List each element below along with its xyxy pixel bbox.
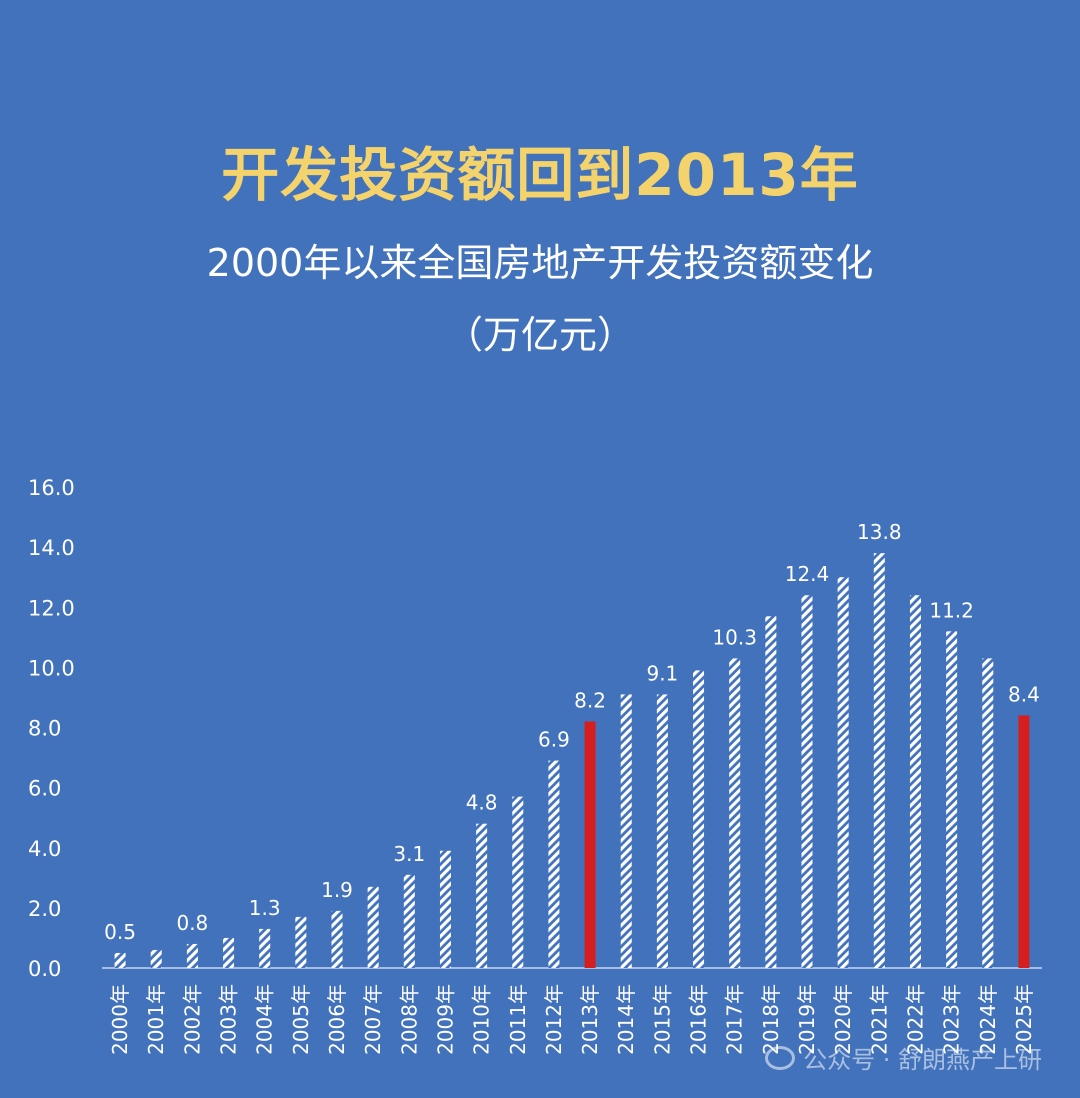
y-axis: 0.0 2.0 4.0 6.0 8.0 10.0 12.0 14.0 16.0 [28, 476, 1042, 981]
chart-unit: （万亿元） [444, 313, 635, 357]
y-tick-label: 4.0 [28, 837, 61, 861]
data-label: 4.8 [466, 791, 498, 815]
x-tick-label: 2007年 [361, 984, 385, 1055]
data-label: 13.8 [857, 520, 902, 544]
x-tick-label: 2020年 [831, 984, 855, 1055]
x-tick-label: 2012年 [542, 984, 566, 1055]
x-tick-label: 2019年 [795, 984, 819, 1055]
bar-2003年 [223, 937, 235, 968]
x-tick-label: 2008年 [397, 984, 421, 1055]
bar-2005年 [295, 916, 307, 968]
y-tick-label: 2.0 [28, 897, 61, 921]
bar-2004年 [259, 928, 271, 968]
x-tick-label: 2025年 [1012, 984, 1036, 1055]
data-label: 1.3 [249, 896, 281, 920]
data-label: 6.9 [538, 728, 570, 752]
data-label: 10.3 [712, 625, 757, 649]
x-tick-label: 2023年 [940, 984, 964, 1055]
x-tick-label: 2009年 [433, 984, 457, 1055]
watermark-text: 公众号 · 舒朗燕产上研 [803, 1046, 1042, 1074]
bar-2016年 [693, 670, 705, 968]
bar-2002年 [186, 943, 198, 968]
data-label: 8.4 [1008, 682, 1040, 706]
x-tick-label: 2024年 [976, 984, 1000, 1055]
x-tick-label: 2015年 [650, 984, 674, 1055]
x-tick-label: 2001年 [144, 984, 168, 1055]
bar-2015年 [656, 694, 668, 968]
data-label: 9.1 [646, 661, 678, 685]
bar-2006年 [331, 910, 343, 968]
bar-2018年 [765, 616, 777, 968]
data-label: 11.2 [929, 598, 974, 622]
y-tick-label: 12.0 [28, 596, 75, 620]
bar-2009年 [439, 850, 451, 968]
data-label: 0.8 [176, 911, 208, 935]
bar-2025年 [1018, 715, 1030, 968]
chart-subtitle: 2000年以来全国房地产开发投资额变化 [206, 241, 874, 285]
y-tick-label: 16.0 [28, 476, 75, 500]
bar-2001年 [150, 949, 162, 968]
data-label: 1.9 [321, 878, 353, 902]
bar-2022年 [909, 595, 921, 968]
bar-2024年 [982, 658, 994, 968]
y-tick-label: 8.0 [28, 717, 61, 741]
bars [114, 553, 1030, 968]
x-tick-label: 2003年 [217, 984, 241, 1055]
x-tick-label: 2014年 [614, 984, 638, 1055]
chart-title: 开发投资额回到2013年 [221, 141, 859, 209]
bar-2012年 [548, 760, 560, 968]
x-tick-label: 2010年 [470, 984, 494, 1055]
y-tick-label: 0.0 [28, 957, 61, 981]
bar-2014年 [620, 694, 632, 968]
wechat-icon [765, 1045, 796, 1070]
bar-2013年 [584, 721, 596, 968]
bar-2023年 [946, 631, 958, 968]
x-tick-label: 2021年 [867, 984, 891, 1055]
bar-2017年 [729, 658, 741, 968]
data-label: 8.2 [574, 688, 606, 712]
bar-2000年 [114, 952, 126, 968]
x-tick-label: 2000年 [108, 984, 132, 1055]
bar-2008年 [403, 874, 415, 968]
data-label: 0.5 [104, 920, 136, 944]
bar-2021年 [873, 553, 885, 968]
bar-2011年 [512, 796, 524, 968]
x-axis: 2000年 2001年 2002年 2003年 2004年 2005年 2006年 2007年… [108, 984, 1036, 1055]
bar-2020年 [837, 577, 849, 968]
bar-2007年 [367, 886, 379, 968]
x-tick-label: 2022年 [903, 984, 927, 1055]
x-tick-label: 2005年 [289, 984, 313, 1055]
bar-2019年 [801, 595, 813, 968]
data-labels: 0.5 0.8 1.3 1.9 3.1 4.8 6.98.2 9.1 10.3 12.4 13.8 1… [104, 520, 1040, 944]
y-tick-label: 6.0 [28, 777, 61, 801]
x-tick-label: 2011年 [506, 984, 530, 1055]
watermark: 公众号 · 舒朗燕产上研 [765, 1040, 1042, 1075]
x-tick-label: 2004年 [253, 984, 277, 1055]
x-tick-label: 2016年 [687, 984, 711, 1055]
data-label: 12.4 [785, 562, 830, 586]
y-tick-label: 10.0 [28, 656, 75, 680]
bar-2010年 [476, 823, 488, 968]
y-tick-label: 14.0 [28, 536, 75, 560]
x-tick-label: 2017年 [723, 984, 747, 1055]
x-tick-label: 2006年 [325, 984, 349, 1055]
data-label: 3.1 [393, 842, 425, 866]
x-tick-label: 2018年 [759, 984, 783, 1055]
x-tick-label: 2013年 [578, 984, 602, 1055]
x-tick-label: 2002年 [180, 984, 204, 1055]
